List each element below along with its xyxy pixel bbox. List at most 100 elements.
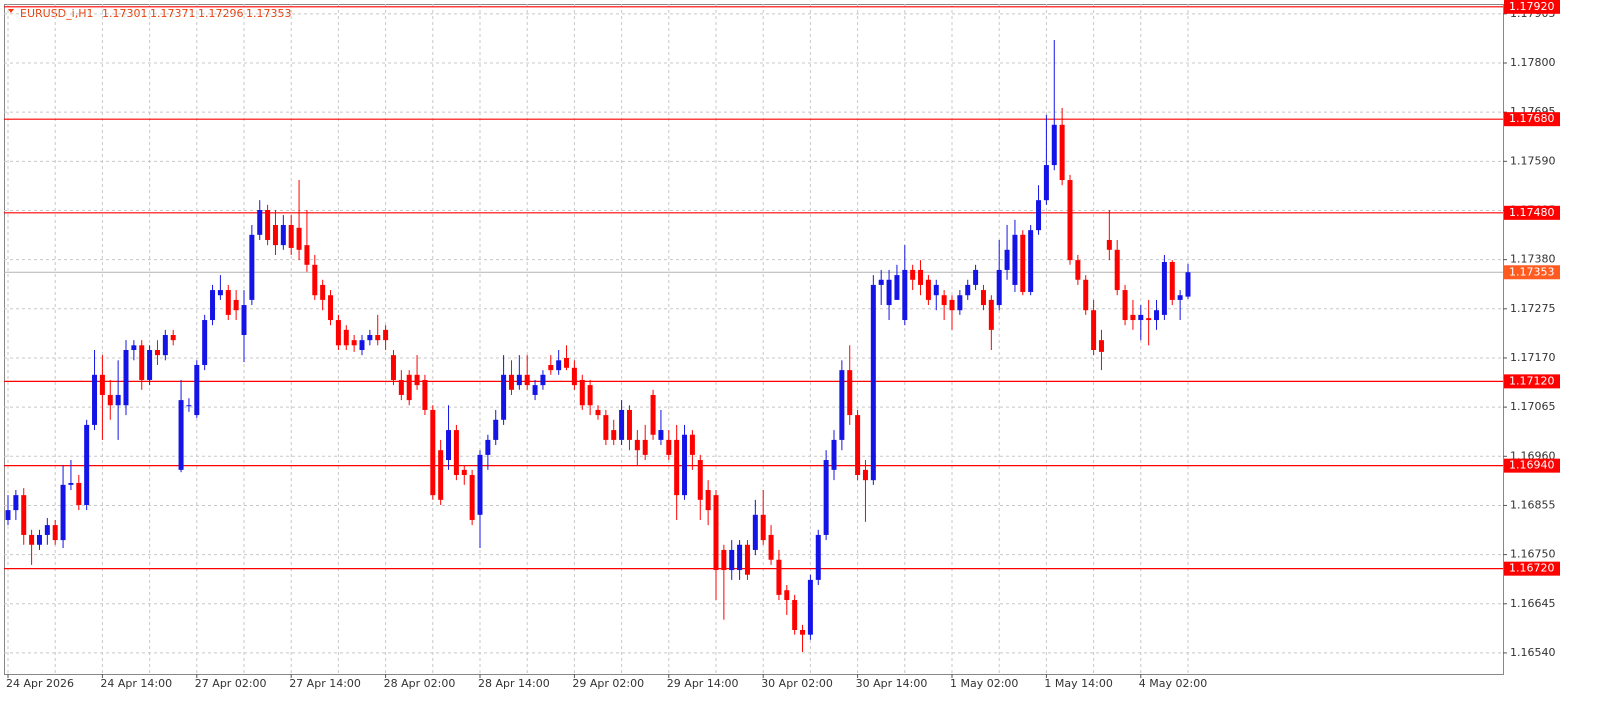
candle-body xyxy=(595,409,601,416)
candle-body xyxy=(1098,340,1104,352)
candle-body xyxy=(359,340,365,351)
x-tick-label: 27 Apr 14:00 xyxy=(289,677,361,690)
candle-body xyxy=(855,415,861,476)
candle-body xyxy=(886,279,892,306)
candle-body xyxy=(949,299,955,311)
y-tick-label: 1.17065 xyxy=(1510,400,1556,413)
candle-body xyxy=(705,489,711,511)
candle-body xyxy=(296,227,302,250)
candle-body xyxy=(351,340,357,346)
candle-body xyxy=(508,374,514,390)
level-label-box xyxy=(1504,112,1560,127)
candle-body xyxy=(367,335,373,341)
candle-body xyxy=(933,284,939,296)
x-tick-label: 24 Apr 2026 xyxy=(6,677,74,690)
candle-body xyxy=(1075,260,1081,280)
candle-body xyxy=(430,409,436,496)
candle-body xyxy=(752,514,758,550)
candle-body xyxy=(257,210,263,235)
level-label: 1.17480 xyxy=(1509,206,1555,219)
candle-body xyxy=(422,379,428,410)
candle-body xyxy=(1091,310,1097,351)
candle-body xyxy=(210,290,216,321)
y-tick-label: 1.16855 xyxy=(1510,498,1556,511)
candle-body xyxy=(556,360,562,371)
candle-body xyxy=(626,409,632,440)
candle-body xyxy=(225,290,231,315)
candle-body xyxy=(493,419,499,440)
candle-body xyxy=(925,279,931,300)
level-label-box xyxy=(1504,205,1560,220)
candle-body xyxy=(697,460,703,500)
candle-body xyxy=(658,430,664,440)
candle-body xyxy=(335,320,341,346)
x-tick-label: 28 Apr 14:00 xyxy=(478,677,550,690)
candle-body xyxy=(99,374,105,395)
candle-body xyxy=(579,379,585,406)
candle-body xyxy=(776,559,782,595)
candle-body xyxy=(202,320,208,365)
candle-body xyxy=(1043,165,1049,201)
candle-body xyxy=(957,295,963,311)
candle-body xyxy=(760,514,766,541)
candle-body xyxy=(918,269,924,285)
candle-body xyxy=(792,600,798,630)
candle-body xyxy=(1067,180,1073,261)
y-tick-label: 1.16540 xyxy=(1510,646,1556,659)
y-tick-label: 1.16645 xyxy=(1510,597,1556,610)
y-tick-label: 1.17800 xyxy=(1510,56,1556,69)
candle-body xyxy=(147,350,153,380)
level-label: 1.16940 xyxy=(1509,459,1555,472)
candle-body xyxy=(721,549,727,571)
level-label: 1.16720 xyxy=(1509,562,1555,575)
x-tick-label: 24 Apr 14:00 xyxy=(100,677,172,690)
candle-body xyxy=(154,350,160,356)
candle-body xyxy=(540,374,546,386)
candle-body xyxy=(548,364,554,371)
candle-body xyxy=(461,469,467,476)
candle-body xyxy=(92,374,98,425)
candle-body xyxy=(1114,249,1120,291)
candle-body xyxy=(1036,200,1042,231)
candle-body xyxy=(815,534,821,580)
x-tick-label: 30 Apr 14:00 xyxy=(856,677,928,690)
candle-body xyxy=(980,290,986,306)
candle-body xyxy=(996,269,1002,306)
candle-body xyxy=(446,430,452,461)
collapse-arrow[interactable] xyxy=(8,9,14,13)
candle-body xyxy=(13,495,19,511)
level-label-box xyxy=(1504,0,1560,14)
candle-body xyxy=(76,482,82,505)
candle-body xyxy=(807,579,813,635)
candle-body xyxy=(1012,234,1018,285)
symbol-title: EURUSD_i,H1 xyxy=(20,7,93,20)
level-label: 1.17920 xyxy=(1509,0,1555,13)
candle-body xyxy=(532,385,538,395)
x-tick-label: 27 Apr 02:00 xyxy=(195,677,267,690)
candle-body xyxy=(831,439,837,470)
candle-body xyxy=(320,284,326,300)
x-tick-label: 28 Apr 02:00 xyxy=(384,677,456,690)
candle-body xyxy=(477,454,483,515)
candle-body xyxy=(1004,249,1010,270)
candle-body xyxy=(438,450,444,500)
candle-body xyxy=(5,510,11,520)
candle-body xyxy=(139,345,145,380)
candle-body xyxy=(115,394,121,406)
x-tick-label: 4 May 02:00 xyxy=(1139,677,1207,690)
price-label: 1.17353 xyxy=(1509,265,1555,278)
candle-body xyxy=(131,345,137,351)
candle-body xyxy=(524,374,530,386)
candle-body xyxy=(21,495,27,535)
candle-body xyxy=(1083,279,1089,311)
candle-body xyxy=(272,224,278,246)
candle-body xyxy=(170,335,176,341)
candle-body xyxy=(603,415,609,440)
candle-body xyxy=(107,394,113,406)
candle-body xyxy=(1169,261,1175,300)
candle-body xyxy=(398,379,404,395)
candle-body xyxy=(878,279,884,285)
candle-body xyxy=(1106,239,1112,250)
